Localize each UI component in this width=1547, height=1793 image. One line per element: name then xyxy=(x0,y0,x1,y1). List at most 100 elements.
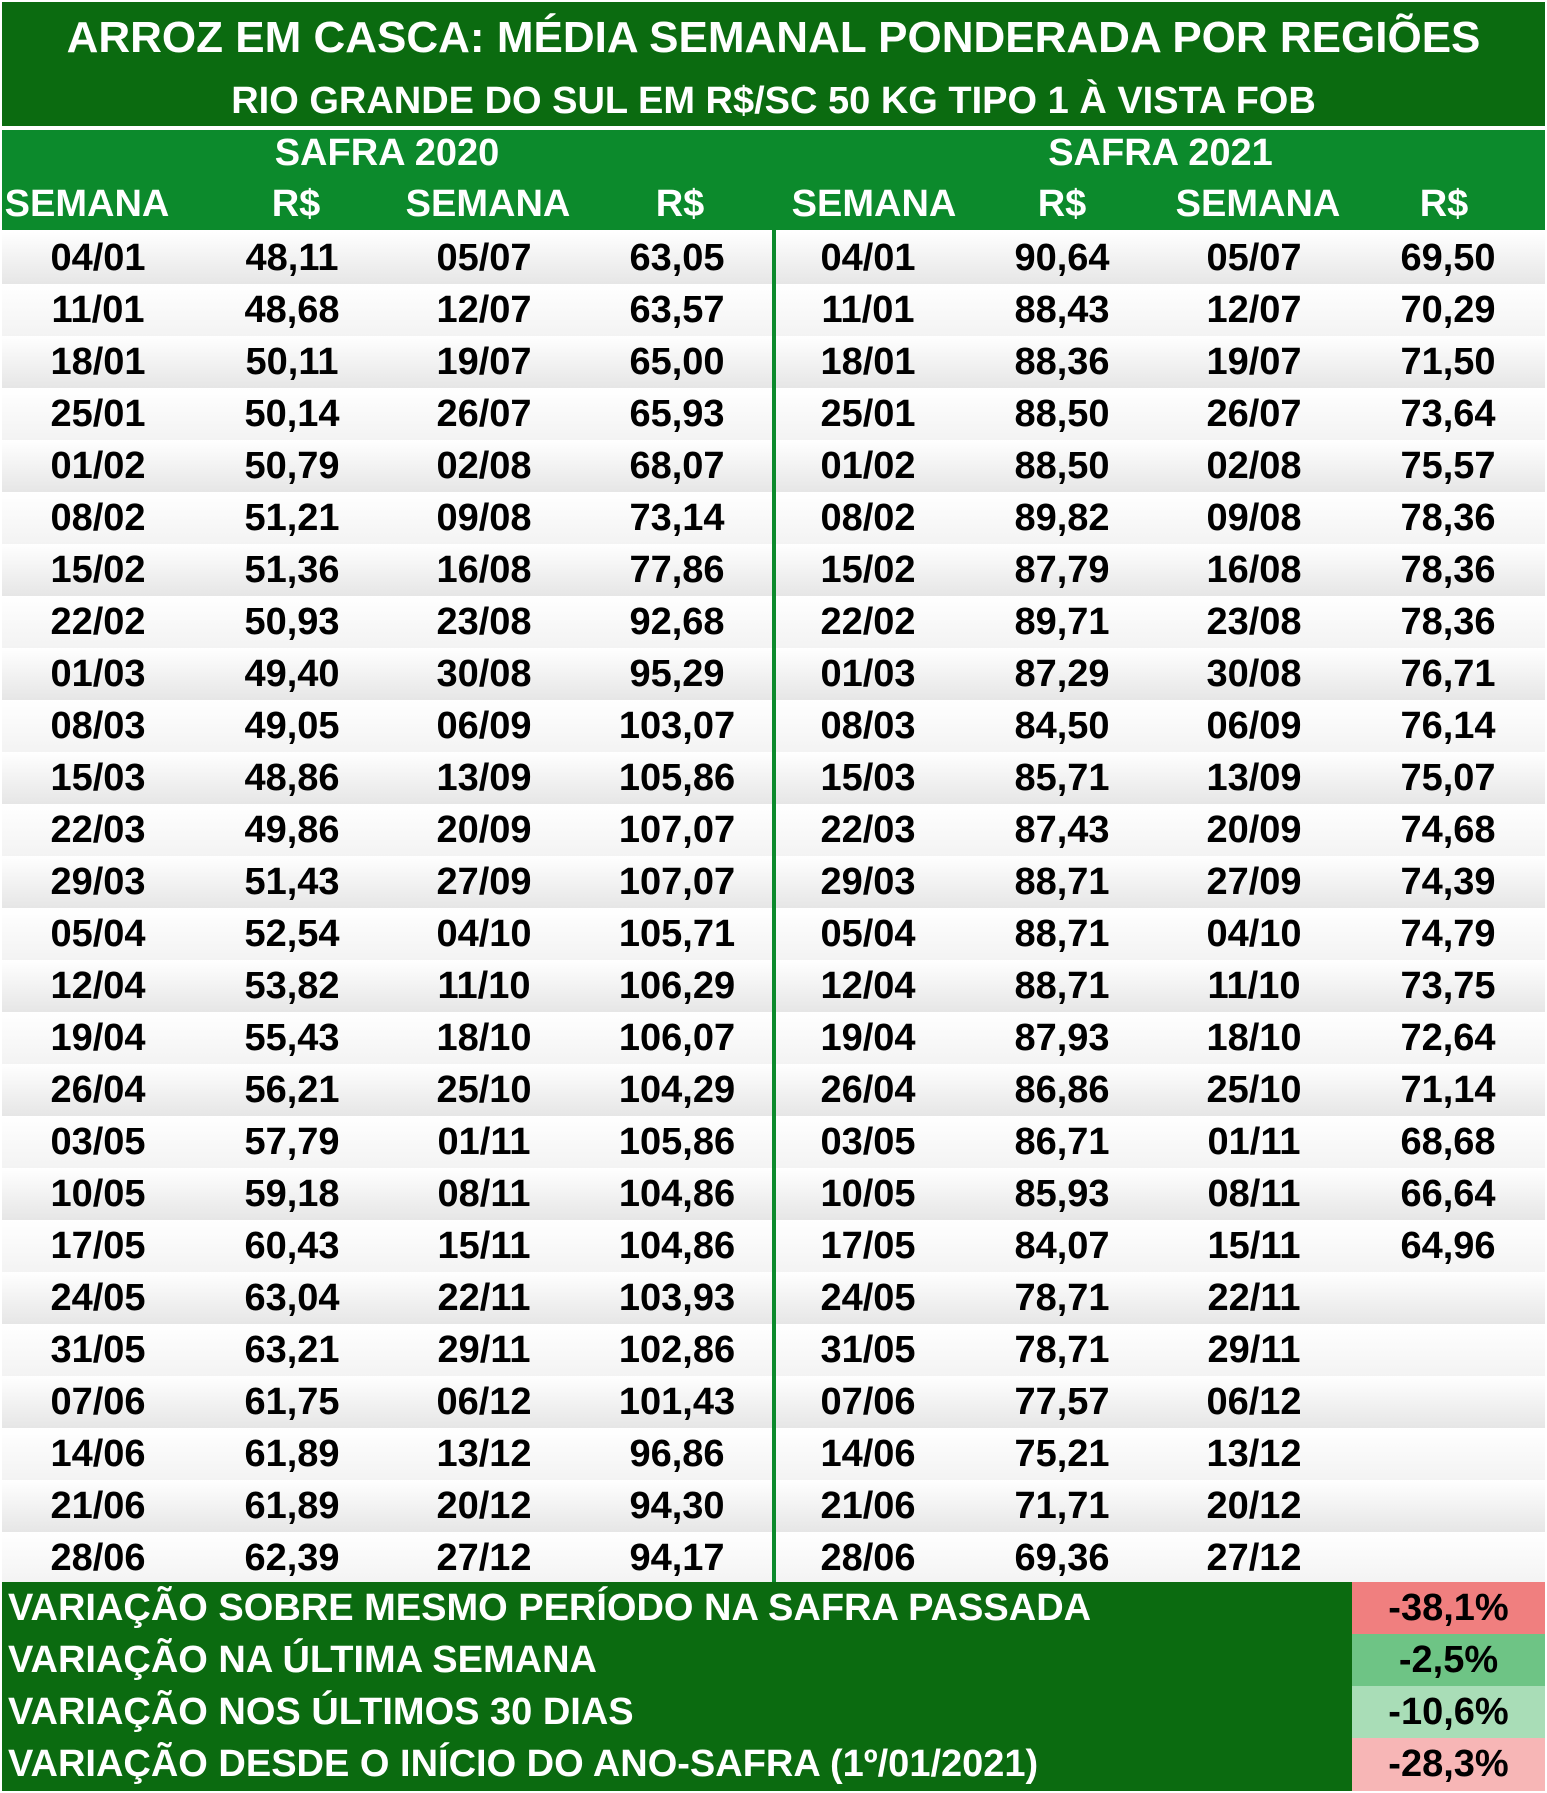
week-2020-first-half: 01/02 xyxy=(50,445,146,487)
price-2021-second-half xyxy=(1358,1376,1538,1428)
column-header-semana: SEMANA xyxy=(4,183,170,225)
week-2020-second-half: 22/11 xyxy=(437,1277,531,1319)
price-2021-first-half: 86,71 xyxy=(1014,1121,1110,1163)
week-2020-second-half: 25/10 xyxy=(436,1069,532,1111)
week-2020-second-half: 26/07 xyxy=(436,393,532,435)
week-2021-first-half: 26/04 xyxy=(820,1069,916,1111)
week-2020-first-half: 05/04 xyxy=(50,913,146,955)
week-2020-second-half: 20/09 xyxy=(436,809,532,851)
week-2021-first-half: 28/06 xyxy=(820,1537,916,1579)
week-2020-first-half: 26/04 xyxy=(50,1069,146,1111)
variation-value: -38,1% xyxy=(1352,1582,1545,1634)
week-2020-second-half: 06/12 xyxy=(436,1381,532,1423)
price-2021-first-half: 78,71 xyxy=(1014,1329,1110,1371)
week-2020-second-half: 12/07 xyxy=(436,289,532,331)
week-2020-second-half: 08/11 xyxy=(437,1173,531,1215)
price-2020-first-half: 55,43 xyxy=(244,1017,340,1059)
week-2021-second-half: 27/12 xyxy=(1206,1537,1302,1579)
price-2021-second-half: 73,64 xyxy=(1400,393,1496,435)
column-header-semana: SEMANA xyxy=(405,183,571,225)
safra-2020-header: SAFRA 2020 SEMANA R$ SEMANA R$ xyxy=(2,130,772,230)
price-2020-first-half: 48,11 xyxy=(245,237,339,279)
price-2021-second-half: 73,75 xyxy=(1400,965,1496,1007)
week-2021-first-half: 07/06 xyxy=(820,1381,916,1423)
price-2021-first-half: 87,29 xyxy=(1014,653,1110,695)
week-2021-second-half: 18/10 xyxy=(1206,1017,1302,1059)
price-2020-first-half: 49,05 xyxy=(244,705,340,747)
price-2020-first-half: 61,89 xyxy=(244,1433,340,1475)
price-2021-first-half: 87,43 xyxy=(1014,809,1110,851)
price-2020-first-half: 63,04 xyxy=(244,1277,340,1319)
column-header-rs: R$ xyxy=(271,183,321,225)
week-2020-second-half: 16/08 xyxy=(436,549,532,591)
week-2021-second-half: 09/08 xyxy=(1206,497,1302,539)
variation-label: VARIAÇÃO NOS ÚLTIMOS 30 DIAS xyxy=(8,1691,634,1733)
price-2021-second-half: 76,14 xyxy=(1400,705,1496,747)
week-2021-first-half: 08/02 xyxy=(820,497,916,539)
week-2021-second-half: 08/11 xyxy=(1207,1173,1301,1215)
price-2021-second-half: 75,57 xyxy=(1400,445,1496,487)
week-2021-second-half: 19/07 xyxy=(1206,341,1302,383)
week-2020-first-half: 22/03 xyxy=(50,809,146,851)
safra-2020-label: SAFRA 2020 xyxy=(274,132,500,174)
week-2020-second-half: 19/07 xyxy=(436,341,532,383)
week-2021-first-half: 08/03 xyxy=(820,705,916,747)
week-2020-first-half: 15/02 xyxy=(50,549,146,591)
price-2020-first-half: 53,82 xyxy=(244,965,340,1007)
variation-summary xyxy=(2,1582,1352,1791)
week-2021-first-half: 01/02 xyxy=(820,445,916,487)
week-2020-second-half: 23/08 xyxy=(436,601,532,643)
week-2021-second-half: 11/10 xyxy=(1207,965,1301,1007)
week-2021-first-half: 22/02 xyxy=(820,601,916,643)
week-2021-first-half: 01/03 xyxy=(820,653,916,695)
price-2020-second-half: 94,17 xyxy=(629,1537,725,1579)
week-2020-first-half: 04/01 xyxy=(50,237,146,279)
week-2021-first-half: 21/06 xyxy=(820,1485,916,1527)
price-2020-second-half: 95,29 xyxy=(629,653,725,695)
price-2021-second-half xyxy=(1358,1480,1538,1532)
week-2020-first-half: 15/03 xyxy=(50,757,146,799)
price-2020-first-half: 50,93 xyxy=(244,601,340,643)
price-2021-second-half xyxy=(1358,1428,1538,1480)
week-2021-second-half: 12/07 xyxy=(1206,289,1302,331)
week-2021-second-half: 05/07 xyxy=(1206,237,1302,279)
price-2020-second-half: 92,68 xyxy=(629,601,725,643)
price-2021-second-half xyxy=(1358,1532,1538,1584)
week-2020-first-half: 08/03 xyxy=(50,705,146,747)
week-2020-first-half: 01/03 xyxy=(50,653,146,695)
price-2021-first-half: 90,64 xyxy=(1014,237,1110,279)
week-2021-second-half: 16/08 xyxy=(1206,549,1302,591)
variation-label: VARIAÇÃO DESDE O INÍCIO DO ANO-SAFRA (1º… xyxy=(8,1743,1039,1785)
week-2021-second-half: 06/12 xyxy=(1206,1381,1302,1423)
column-header-semana: SEMANA xyxy=(1175,183,1341,225)
price-2020-first-half: 62,39 xyxy=(244,1537,340,1579)
week-2020-first-half: 31/05 xyxy=(50,1329,146,1371)
column-header-rs: R$ xyxy=(1037,183,1087,225)
price-2020-second-half: 65,00 xyxy=(629,341,725,383)
week-2020-second-half: 30/08 xyxy=(436,653,532,695)
week-2021-second-half: 23/08 xyxy=(1206,601,1302,643)
week-2020-second-half: 27/09 xyxy=(436,861,532,903)
price-2021-first-half: 84,07 xyxy=(1014,1225,1110,1267)
price-2021-first-half: 88,71 xyxy=(1014,861,1110,903)
week-2021-first-half: 19/04 xyxy=(820,1017,916,1059)
week-2020-second-half: 15/11 xyxy=(437,1225,531,1267)
week-2020-first-half: 03/05 xyxy=(50,1121,146,1163)
price-2020-second-half: 106,07 xyxy=(618,1017,736,1059)
safra-2021-header: SAFRA 2021 SEMANA R$ SEMANA R$ xyxy=(776,130,1545,230)
price-2021-second-half: 78,36 xyxy=(1400,549,1496,591)
week-2021-first-half: 22/03 xyxy=(820,809,916,851)
price-2020-first-half: 63,21 xyxy=(244,1329,340,1371)
price-2021-second-half: 74,39 xyxy=(1400,861,1496,903)
price-2021-second-half: 71,14 xyxy=(1400,1069,1496,1111)
week-2020-second-half: 13/09 xyxy=(436,757,532,799)
week-2020-first-half: 08/02 xyxy=(50,497,146,539)
price-2021-first-half: 88,50 xyxy=(1014,393,1110,435)
week-2021-second-half: 02/08 xyxy=(1206,445,1302,487)
price-2021-first-half: 88,36 xyxy=(1014,341,1110,383)
week-2021-first-half: 18/01 xyxy=(820,341,916,383)
price-2020-first-half: 61,89 xyxy=(244,1485,340,1527)
price-2021-first-half: 71,71 xyxy=(1014,1485,1110,1527)
price-2021-second-half: 74,68 xyxy=(1400,809,1496,851)
